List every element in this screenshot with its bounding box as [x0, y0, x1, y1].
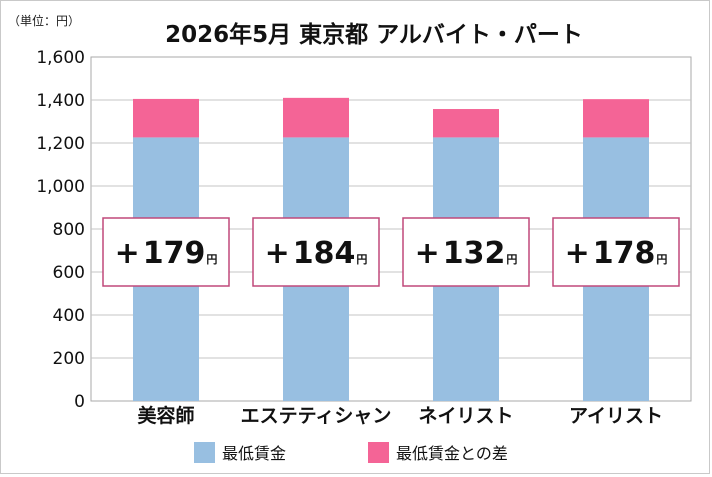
callout-box	[402, 217, 530, 287]
callout-sign: +	[115, 236, 140, 271]
x-axis: 美容師 エステティシャン ネイリスト アイリスト	[137, 404, 663, 427]
callout-value: 178	[593, 236, 656, 271]
y-tick-label: 600	[53, 263, 85, 283]
callout-label: +178円	[565, 236, 668, 271]
callout-unit: 円	[506, 253, 517, 266]
bar-segment-difference	[283, 97, 349, 138]
callout-box	[102, 217, 230, 287]
difference-callout: +179円	[102, 217, 230, 287]
x-tick-label: 美容師	[137, 404, 194, 427]
difference-callout: +178円	[552, 217, 680, 287]
callout-value: 184	[293, 236, 356, 271]
y-tick-label: 1,000	[36, 177, 85, 197]
x-tick-label: アイリスト	[569, 405, 663, 427]
callout-sign: +	[265, 236, 290, 271]
difference-callout: +132円	[402, 217, 530, 287]
legend-swatch-difference	[368, 442, 389, 463]
legend-label-minimum-wage: 最低賃金	[222, 444, 286, 463]
bar-segment-difference	[133, 98, 199, 138]
callout-value: 132	[443, 236, 506, 271]
bar-segment-difference	[583, 99, 649, 138]
callout-label: +184円	[265, 236, 368, 271]
difference-callouts: +179円 +184円 +132円 +178円	[102, 217, 680, 287]
x-tick-label: ネイリスト	[418, 405, 513, 427]
difference-callout: +184円	[252, 217, 380, 287]
legend-swatch-minimum-wage	[194, 442, 215, 463]
callout-label: +179円	[115, 236, 218, 271]
callout-value: 179	[143, 236, 206, 271]
y-tick-label: 1,200	[36, 134, 85, 154]
unit-label: （単位：円）	[8, 13, 80, 28]
callout-box	[252, 217, 380, 287]
callout-unit: 円	[356, 253, 367, 266]
callout-unit: 円	[656, 253, 667, 266]
y-tick-label: 0	[74, 392, 85, 412]
callout-sign: +	[415, 236, 440, 271]
bar-segment-difference	[433, 109, 499, 138]
callout-box	[552, 217, 680, 287]
y-tick-label: 800	[53, 220, 85, 240]
y-tick-label: 1,600	[36, 48, 85, 68]
chart-title: 2026年5月 東京都 アルバイト・パート	[165, 21, 583, 48]
callout-sign: +	[565, 236, 590, 271]
callout-label: +132円	[415, 236, 518, 271]
x-tick-label: エステティシャン	[241, 405, 392, 427]
legend: 最低賃金 最低賃金との差	[194, 442, 508, 463]
y-tick-label: 400	[53, 306, 85, 326]
y-tick-label: 200	[53, 349, 85, 369]
y-tick-label: 1,400	[36, 91, 85, 111]
y-axis: 0 200 400 600 800 1,000 1,200 1,400 1,600	[36, 48, 85, 412]
legend-label-difference: 最低賃金との差	[396, 444, 508, 463]
callout-unit: 円	[206, 253, 217, 266]
